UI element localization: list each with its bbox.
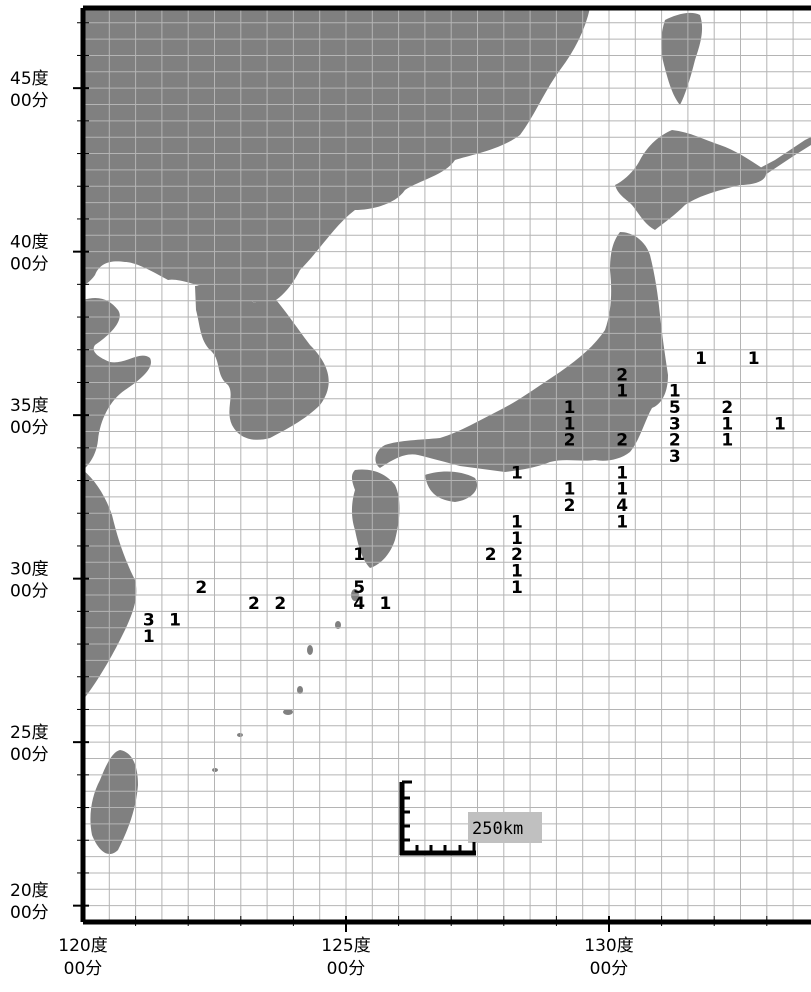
count-label: 2 (248, 594, 260, 614)
count-label: 1 (143, 627, 155, 647)
scale-label: 250km (472, 819, 523, 839)
count-label: 1 (721, 414, 733, 434)
grid-lines (83, 8, 811, 922)
count-label: 2 (669, 431, 681, 451)
count-label: 3 (669, 414, 681, 434)
land-masses (83, 8, 811, 855)
lat-label-min: 00分 (10, 91, 49, 111)
count-label: 1 (721, 431, 733, 451)
count-label: 2 (721, 398, 733, 418)
count-label: 1 (616, 382, 628, 402)
lon-label-deg: 125度 (321, 936, 370, 956)
count-label: 2 (616, 365, 628, 385)
lat-label-min: 00分 (10, 582, 49, 602)
lon-label-min: 00分 (327, 959, 366, 979)
count-labels: 1121111121140259332410512112103141110211… (143, 349, 786, 647)
korea (195, 285, 329, 440)
lon-label-min: 00分 (590, 959, 629, 979)
lat-label-deg: 35度 (10, 396, 49, 416)
taiwan (90, 750, 138, 855)
lat-label-min: 00分 (10, 255, 49, 275)
lon-label-deg: 130度 (584, 936, 633, 956)
count-label: 4 (616, 496, 628, 516)
count-label: 1 (774, 414, 786, 434)
kyushu (351, 469, 400, 568)
count-label: 2 (616, 431, 628, 451)
count-label: 1 (695, 349, 707, 369)
kurils (760, 137, 811, 175)
scale-bar: 250km (399, 780, 542, 856)
ryukyu-island (335, 621, 341, 629)
count-label: 1 (380, 594, 392, 614)
lat-label-deg: 20度 (10, 881, 49, 901)
lat-label-deg: 25度 (10, 723, 49, 743)
count-label: 1 (616, 480, 628, 500)
count-label: 1 (169, 611, 181, 631)
ryukyu-island (297, 686, 303, 694)
count-label: 1 (511, 463, 523, 483)
count-label: 1 (511, 561, 523, 581)
lat-label-deg: 45度 (10, 69, 49, 89)
count-label: 5 (669, 398, 681, 418)
ryukyu-island (237, 733, 243, 737)
count-label: 1 (511, 529, 523, 549)
count-label: 2 (274, 594, 286, 614)
count-label: 1 (616, 463, 628, 483)
lat-label-deg: 30度 (10, 560, 49, 580)
count-label: 4 (353, 594, 365, 614)
count-label: 2 (564, 496, 576, 516)
count-label: 1 (564, 398, 576, 418)
axis-labels: 45度00分40度00分35度00分30度00分25度00分20度00分120度… (10, 69, 634, 979)
ryukyu-island (307, 645, 313, 655)
count-label: 1 (564, 414, 576, 434)
lon-label-min: 00分 (64, 959, 103, 979)
count-label: 3 (143, 611, 155, 631)
lat-label-min: 00分 (10, 745, 49, 765)
lon-label-deg: 120度 (58, 936, 107, 956)
count-label: 1 (353, 545, 365, 565)
honshu (375, 232, 668, 472)
count-label: 2 (564, 431, 576, 451)
count-label: 1 (616, 512, 628, 532)
lat-label-deg: 40度 (10, 233, 49, 253)
lat-label-min: 00分 (10, 418, 49, 438)
count-label: 1 (511, 512, 523, 532)
count-label: 1 (511, 578, 523, 598)
sakhalin (661, 12, 703, 105)
count-label: 1 (748, 349, 760, 369)
asia-mainland (83, 8, 590, 305)
china-coast (83, 298, 151, 470)
hokkaido (615, 130, 766, 230)
count-label: 1 (564, 480, 576, 500)
count-label: 5 (353, 578, 365, 598)
count-label: 1 (669, 382, 681, 402)
count-label: 3 (669, 447, 681, 467)
count-label: 2 (195, 578, 207, 598)
count-label: 2 (511, 545, 523, 565)
ryukyu-island (283, 709, 293, 715)
count-label: 2 (485, 545, 497, 565)
scale-label-bg (468, 812, 542, 843)
lat-label-min: 00分 (10, 903, 49, 923)
